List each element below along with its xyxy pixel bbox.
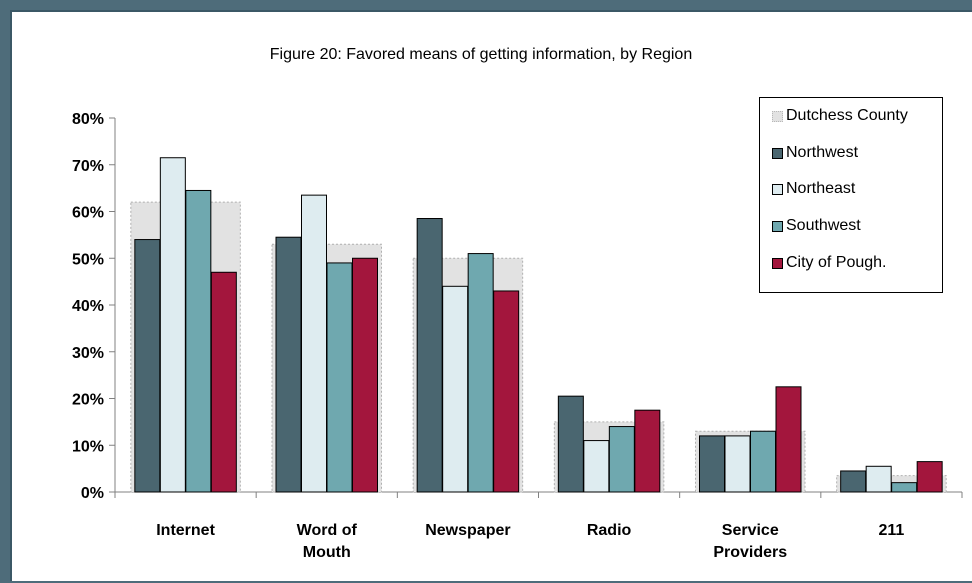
y-tick-label: 70% — [72, 158, 104, 175]
x-tick-label: Service Providers — [713, 522, 787, 561]
bar-northwest — [840, 470, 867, 493]
y-tick-label: 10% — [72, 438, 104, 455]
x-tick-label: Radio — [587, 522, 632, 539]
legend-item-dutchess-county: Dutchess County — [772, 106, 908, 126]
bar-southwest — [185, 189, 212, 493]
y-tick-label: 40% — [72, 298, 104, 315]
y-tick-label: 60% — [72, 205, 104, 222]
legend-swatch-northwest — [772, 147, 783, 159]
chart-legend: Dutchess County Northwest Northeast Sout… — [759, 97, 943, 293]
legend-item-city-of-pough: City of Pough. — [772, 253, 887, 273]
legend-item-northwest: Northwest — [772, 143, 858, 163]
bar-northwest — [416, 218, 443, 493]
bar-city-of-pough — [210, 271, 237, 493]
bar-city-of-pough — [634, 409, 661, 493]
y-tick-label: 20% — [72, 392, 104, 409]
bar-northwest — [699, 435, 725, 493]
legend-label: Northeast — [786, 180, 856, 197]
bar-city-of-pough — [352, 257, 378, 493]
legend-swatch-city-of-pough — [772, 257, 783, 269]
legend-item-northeast: Northeast — [772, 179, 855, 199]
x-tick-label: Word of Mouth — [297, 522, 358, 561]
bar-city-of-pough — [916, 461, 943, 493]
bar-southwest — [891, 482, 918, 493]
bar-southwest — [608, 426, 635, 493]
legend-swatch-southwest — [772, 220, 783, 232]
y-tick-label: 80% — [72, 111, 104, 128]
bar-city-of-pough — [775, 386, 802, 493]
y-tick-label: 30% — [72, 345, 104, 362]
legend-label: Dutchess County — [786, 107, 908, 124]
bar-southwest — [750, 430, 776, 493]
bar-northeast — [865, 465, 892, 493]
legend-swatch-northeast — [772, 183, 783, 195]
bar-northeast — [724, 435, 751, 493]
x-tick-label: 211 — [879, 522, 905, 539]
legend-label: Southwest — [786, 217, 861, 234]
bar-city-of-pough — [493, 290, 520, 493]
y-tick-label: 0% — [81, 485, 104, 502]
bar-northeast — [442, 285, 469, 493]
legend-label: City of Pough. — [786, 254, 887, 271]
bar-southwest — [326, 262, 353, 493]
chart-title: Figure 20: Favored means of getting info… — [269, 46, 693, 63]
bar-northwest — [134, 239, 161, 493]
bar-chart: 0% 10% 20% 30% 40% 50% 60% 70% 80% Internet Word o… — [72, 111, 963, 561]
legend-item-southwest: Southwest — [772, 216, 861, 236]
bar-northeast — [159, 157, 186, 493]
chart-frame: Figure 20: Favored means of getting info… — [10, 10, 972, 581]
bar-northeast — [583, 440, 610, 493]
y-tick-label: 50% — [72, 251, 104, 268]
legend-swatch-dutchess-county — [772, 110, 783, 122]
x-tick-label: Newspaper — [425, 522, 510, 539]
bar-northwest — [275, 236, 302, 493]
bar-northeast — [301, 194, 327, 493]
legend-label: Northwest — [786, 144, 859, 161]
bar-southwest — [467, 253, 494, 493]
x-tick-label: Internet — [156, 522, 215, 539]
bar-northwest — [557, 395, 584, 493]
